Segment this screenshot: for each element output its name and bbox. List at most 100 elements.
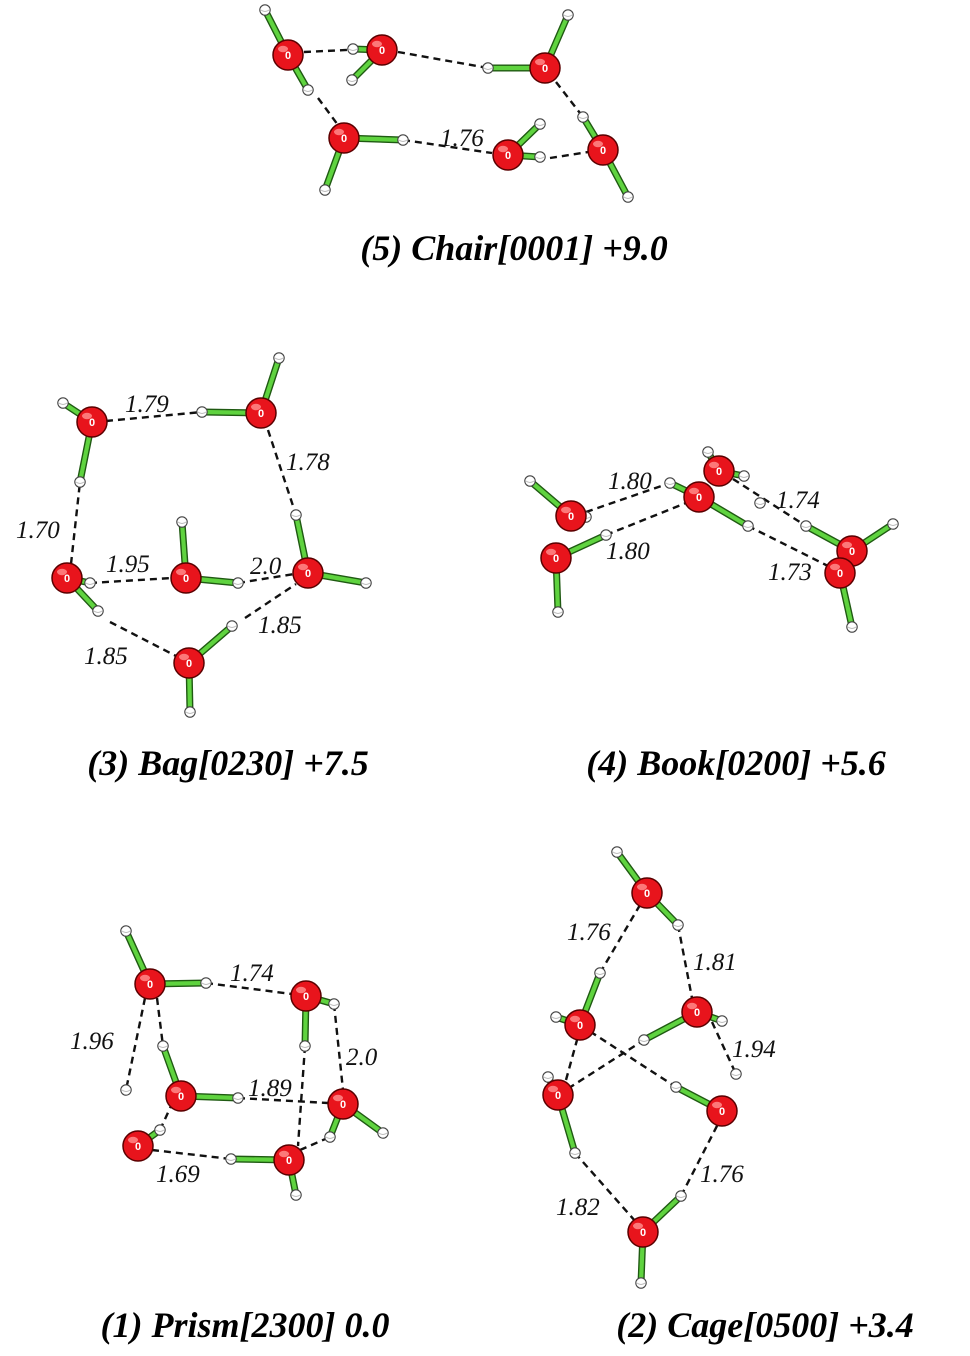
- panel-cage: 0 0 0 0 0 0: [542, 846, 742, 1289]
- caption-prism: (1) Prism[2300] 0.0: [101, 1305, 390, 1345]
- oxygen-label: 0: [542, 63, 548, 75]
- oxygen-atom: 0: [703, 455, 735, 487]
- hydrogen-sphere: [672, 919, 684, 931]
- hydrogen-shade: [612, 851, 622, 854]
- hydrogen-shade: [158, 1045, 168, 1048]
- hydrogen-sphere: [664, 477, 676, 489]
- hydrogen-atom: [672, 919, 684, 931]
- hydrogen-sphere: [562, 9, 574, 21]
- distance-label: 2.0: [250, 553, 282, 580]
- hydrogen-sphere: [290, 509, 302, 521]
- hydrogen-atom: [542, 1071, 554, 1083]
- hydrogen-shade: [85, 582, 95, 585]
- oxygen-atom: 0: [272, 39, 304, 71]
- oxygen-label: 0: [286, 1155, 292, 1167]
- hydrogen-atom: [534, 151, 546, 163]
- hydrogen-bond: [244, 583, 297, 619]
- hydrogen-shade: [665, 482, 675, 485]
- distance-label: 1.82: [556, 1194, 600, 1221]
- hydrogen-sphere: [534, 118, 546, 130]
- hydrogen-shade: [888, 523, 898, 526]
- hydrogen-sphere: [716, 1015, 728, 1027]
- hydrogen-atom: [232, 1092, 244, 1104]
- hydrogen-shade: [226, 1158, 236, 1161]
- oxygen-highlight: [633, 1222, 643, 1230]
- hydrogen-shade: [703, 451, 713, 454]
- hydrogen-shade: [551, 1016, 561, 1019]
- hydrogen-atom: [569, 1147, 581, 1159]
- hydrogen-atom: [57, 397, 69, 409]
- hydrogen-atom: [638, 1034, 650, 1046]
- hydrogen-atom: [887, 518, 899, 530]
- hydrogen-sphere: [92, 605, 104, 617]
- hydrogen-atom: [670, 1081, 682, 1093]
- oxygen-atom: 0: [555, 500, 587, 532]
- oxygen-label: 0: [716, 466, 722, 478]
- oxygen-highlight: [535, 58, 545, 66]
- hydrogen-bond: [555, 81, 584, 118]
- hydrogen-atom: [482, 62, 494, 74]
- oxygen-atom: 0: [51, 562, 83, 594]
- hydrogen-atom: [302, 84, 314, 96]
- hydrogen-atom: [225, 1153, 237, 1165]
- hydrogen-atom: [675, 1190, 687, 1202]
- hydrogen-sphere: [226, 620, 238, 632]
- hydrogen-shade: [743, 525, 753, 528]
- hydrogen-sphere: [346, 74, 358, 86]
- hydrogen-atom: [154, 1124, 166, 1136]
- hydrogen-shade: [378, 1132, 388, 1135]
- hydrogen-sphere: [622, 191, 634, 203]
- oxygen-atom: 0: [681, 996, 713, 1028]
- oxygen-highlight: [333, 1094, 343, 1102]
- hydrogen-sphere: [569, 1147, 581, 1159]
- distance-label: 1.95: [106, 551, 150, 578]
- oxygen-highlight: [179, 653, 189, 661]
- hydrogen-atom: [120, 925, 132, 937]
- distance-label: 1.85: [258, 612, 302, 639]
- oxygen-atom: 0: [529, 52, 561, 84]
- oxygen-highlight: [689, 487, 699, 495]
- hydrogen-atom: [846, 621, 858, 633]
- hydrogen-atom: [184, 706, 196, 718]
- oxygen-label: 0: [577, 1020, 583, 1032]
- hydrogen-sphere: [232, 1092, 244, 1104]
- oxygen-highlight: [561, 506, 571, 514]
- oxygen-label: 0: [837, 568, 843, 580]
- distance-label: 1.73: [768, 559, 812, 586]
- hydrogen-sphere: [611, 846, 623, 858]
- oxygen-label: 0: [285, 50, 291, 62]
- distance-label: 1.70: [16, 517, 60, 544]
- hydrogen-atom: [226, 620, 238, 632]
- hydrogen-shade: [398, 139, 408, 142]
- oxygen-label: 0: [303, 991, 309, 1003]
- oxygen-label: 0: [555, 1090, 561, 1102]
- hydrogen-atom: [157, 1040, 169, 1052]
- hydrogen-sphere: [534, 151, 546, 163]
- oxygen-atom: 0: [627, 1216, 659, 1248]
- distance-label: 1.85: [84, 643, 128, 670]
- hydrogen-atom: [259, 4, 271, 16]
- hydrogen-shade: [535, 123, 545, 126]
- caption-chair: (5) Chair[0001] +9.0: [360, 228, 668, 268]
- hydrogen-bond-layer: [124, 981, 345, 1161]
- oxygen-highlight: [687, 1002, 697, 1010]
- oxygen-atom: 0: [631, 877, 663, 909]
- hydrogen-atom: [716, 1015, 728, 1027]
- hydrogen-sphere: [846, 621, 858, 633]
- hydrogen-bond: [402, 138, 493, 155]
- hydrogen-sphere: [347, 43, 359, 55]
- hydrogen-shade: [291, 514, 301, 517]
- hydrogen-bond: [732, 477, 807, 528]
- hydrogen-bond: [549, 150, 589, 160]
- hydrogen-sphere: [290, 1189, 302, 1201]
- hydrogen-bond: [317, 97, 339, 126]
- hydrogen-shade: [676, 1195, 686, 1198]
- oxygen-label: 0: [258, 408, 264, 420]
- hydrogen-bond-layer: [557, 904, 738, 1223]
- oxygen-atom: 0: [540, 542, 572, 574]
- hydrogen-sphere: [887, 518, 899, 530]
- hydrogen-shade: [325, 1136, 335, 1139]
